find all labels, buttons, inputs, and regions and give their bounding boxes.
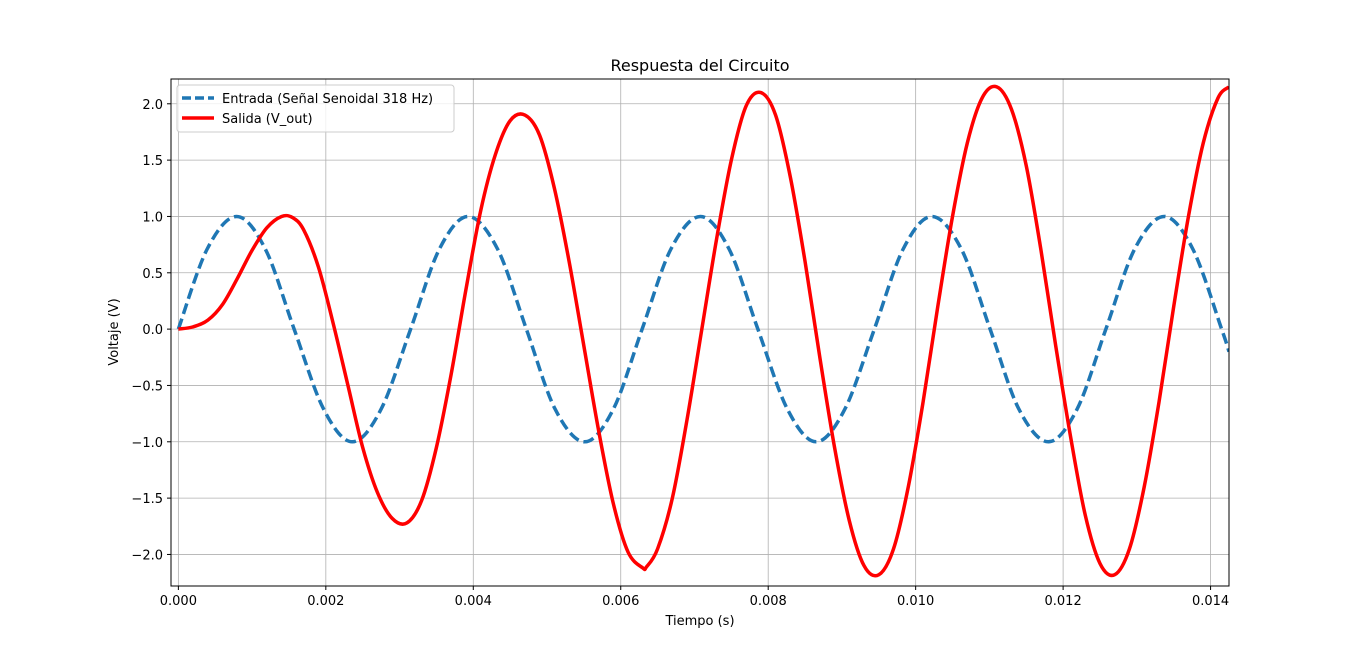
y-tick-label: −1.0 [131,436,163,451]
series-line-entrada [176,214,1229,444]
x-tick-label: 0.008 [750,594,787,609]
x-tick-label: 0.010 [897,594,934,609]
legend-box [176,84,455,133]
x-tick-label: 0.012 [1045,594,1082,609]
y-tick-label: 0.0 [142,323,163,338]
legend-label-entrada: Entrada (Señal Senoidal 318 Hz) [222,92,433,107]
y-tick-label: −1.5 [131,492,163,507]
plot-frame [170,78,1230,587]
y-tick-label: 1.0 [142,210,163,225]
x-tick-label: 0.004 [455,594,492,609]
x-tick-label: 0.000 [160,594,197,609]
y-tick-label: 0.5 [142,267,163,282]
y-tick-label: −0.5 [131,379,163,394]
x-tick-label: 0.014 [1192,594,1229,609]
y-tick-label: 2.0 [142,98,163,113]
ticks: 0.000 0.002 0.004 0.006 0.008 0.010 0.012 0.014… [131,98,1229,609]
y-tick-label: −2.0 [131,548,163,563]
x-axis-label: Tiempo (s) [664,614,734,629]
chart-title: Respuesta del Circuito [610,56,789,75]
x-tick-label: 0.002 [307,594,344,609]
legend-label-salida: Salida (V_out) [222,112,313,127]
y-tick-label: 1.5 [142,154,163,169]
series-line-salida [178,84,1229,578]
x-tick-label: 0.006 [602,594,639,609]
series-layer [176,84,1229,578]
y-axis-label: Voltaje (V) [107,298,122,365]
legend: Entrada (Señal Senoidal 318 Hz) Salida (… [176,84,455,133]
